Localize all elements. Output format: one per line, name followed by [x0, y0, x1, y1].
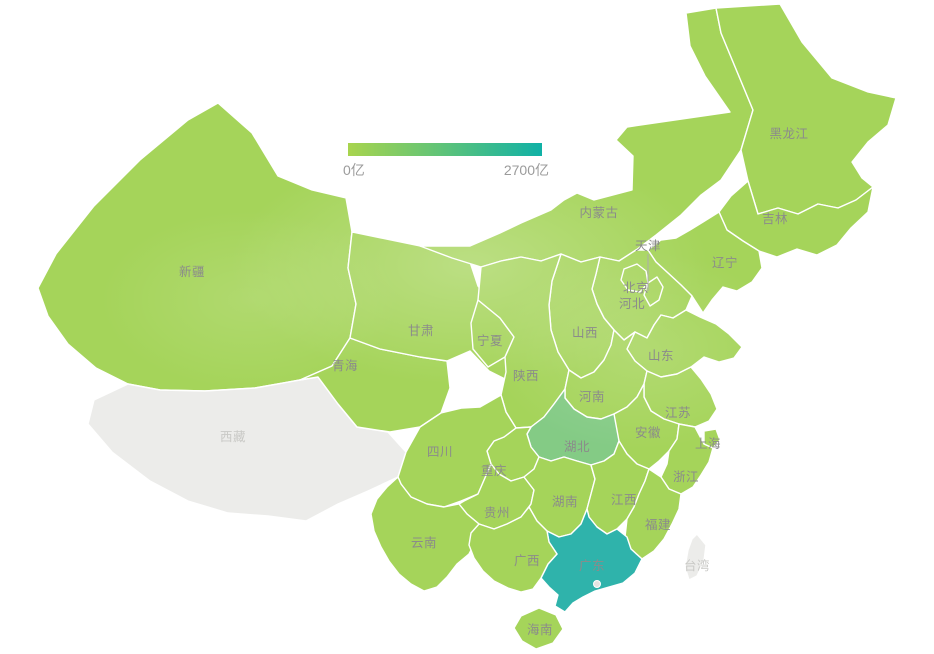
province-shanghai[interactable] — [703, 428, 721, 449]
legend-min-label: 0亿 — [343, 162, 365, 178]
hongkong-macau-area — [593, 580, 601, 588]
province-xinjiang[interactable] — [37, 102, 357, 392]
legend-max-label: 2700亿 — [503, 162, 549, 178]
visualmap-legend: 0亿 2700亿 — [343, 143, 549, 180]
visualmap-gradient-bar[interactable] — [348, 143, 542, 156]
province-yunnan[interactable] — [370, 476, 480, 592]
province-fujian[interactable] — [624, 468, 682, 560]
province-guangxi[interactable] — [468, 506, 558, 593]
visualmap-legend-labels: 0亿 2700亿 — [343, 160, 549, 180]
province-taiwan[interactable] — [684, 533, 707, 581]
province-shapes — [37, 3, 897, 650]
province-hainan[interactable] — [513, 607, 564, 650]
